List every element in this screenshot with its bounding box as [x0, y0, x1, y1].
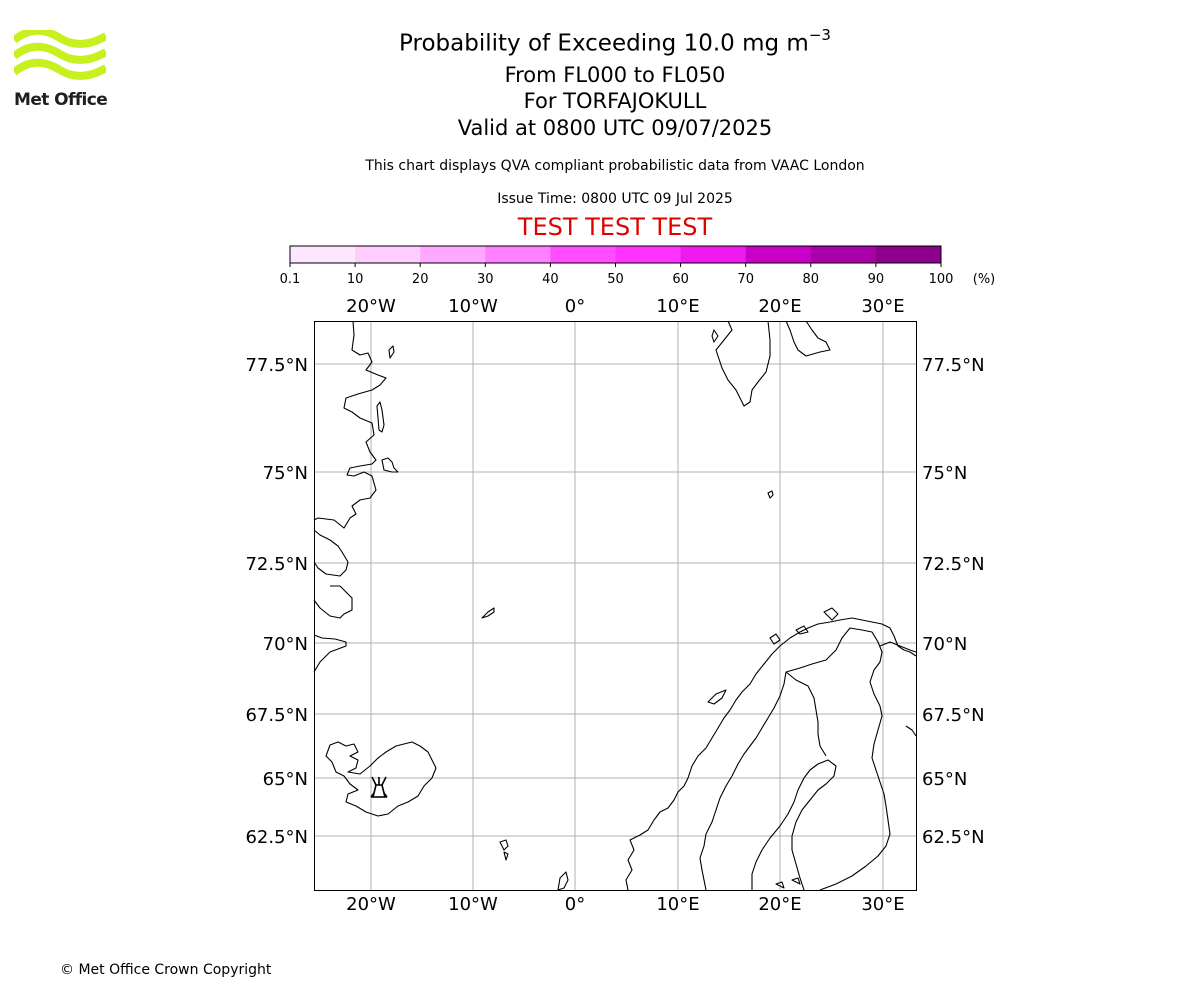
colorbar-swatch [550, 246, 616, 263]
latitude-label: 72.5°N [922, 554, 985, 575]
colorbar-tick-label: 70 [737, 272, 754, 287]
coastline-aland [775, 877, 801, 889]
coastline-svalbard-3 [711, 329, 719, 343]
latitude-label: 62.5°N [245, 827, 308, 848]
colorbar-swatch [745, 246, 812, 263]
longitude-label: 10°E [656, 894, 699, 915]
latitude-label: 72.5°N [245, 554, 308, 575]
longitude-label: 20°E [758, 296, 801, 317]
coastline-faroes [499, 839, 509, 861]
longitude-label: 30°E [861, 296, 904, 317]
colorbar-tick-label: 30 [477, 272, 494, 287]
met-office-logo-text: Met Office [14, 90, 108, 110]
latitude-label: 62.5°N [922, 827, 985, 848]
volcano-name-title: For TORFAJOKULL [523, 89, 707, 113]
volcano-marker-icon [370, 776, 388, 798]
issue-time: Issue Time: 0800 UTC 09 Jul 2025 [497, 191, 733, 207]
map-panel: 20°W 10°W 0° 10°E 20°E 30°E 20°W 10°W 0° 10°E 20°… [245, 296, 985, 915]
test-banner: TEST TEST TEST [517, 213, 713, 241]
map-frame [314, 321, 917, 891]
latitude-label: 75°N [922, 463, 967, 484]
latitude-labels-left: 77.5°N 75°N 72.5°N 70°N 67.5°N 65°N 62.5°N [245, 355, 308, 848]
coastline-greenland [313, 320, 387, 529]
latitude-labels-right: 77.5°N 75°N 72.5°N 70°N 67.5°N 65°N 62.5°N [922, 355, 985, 848]
colorbar-swatch [420, 246, 486, 263]
met-office-logo: Met Office [11, 26, 108, 112]
colorbar-tick-label: 10 [347, 272, 364, 287]
coastline-gulf-of-bothnia [751, 759, 837, 891]
longitude-label: 10°W [448, 894, 498, 915]
coastline-iceland [325, 741, 437, 817]
longitude-label: 20°E [758, 894, 801, 915]
border-finland-russia [819, 715, 891, 891]
longitude-label: 10°E [656, 296, 699, 317]
coastline-norway [625, 617, 917, 891]
coastline-greenland-island-3 [381, 457, 399, 473]
coastline-shetland [557, 871, 569, 891]
border-sweden-finland [785, 671, 827, 757]
chart-title-main: Probability of Exceeding 10.0 mg m [399, 30, 809, 57]
colorbar-swatch [810, 246, 877, 263]
colorbar-tick-label: 80 [803, 272, 820, 287]
border-norway-sweden [699, 671, 787, 891]
map-background [314, 321, 917, 891]
longitude-label: 20°W [346, 894, 396, 915]
coastline-greenland-2 [313, 529, 349, 577]
valid-time: Valid at 0800 UTC 09/07/2025 [457, 116, 773, 140]
coastlines [313, 320, 917, 891]
coastline-svalbard-2 [785, 320, 831, 357]
longitude-label: 10°W [448, 296, 498, 317]
latitude-label: 65°N [922, 769, 967, 790]
coastline-kola [879, 641, 917, 653]
colorbar-swatch [290, 246, 356, 263]
colorbar-tick-label: 20 [412, 272, 429, 287]
longitude-label: 0° [565, 894, 585, 915]
chart-description: This chart displays QVA compliant probab… [365, 158, 865, 174]
coastline-greenland-island [376, 401, 385, 433]
map-gridlines [314, 321, 917, 891]
coastline-greenland-3 [313, 585, 353, 619]
latitude-label: 67.5°N [922, 705, 985, 726]
coastline-greenland-4 [313, 634, 347, 673]
longitude-label: 30°E [861, 894, 904, 915]
longitude-label: 0° [565, 296, 585, 317]
chart-title-exponent: −3 [808, 26, 831, 44]
colorbar-swatch [355, 246, 421, 263]
flight-level-range: From FL000 to FL050 [504, 63, 726, 87]
coastline-bear-island [767, 490, 774, 499]
colorbar-swatch [875, 246, 942, 263]
longitude-labels-top: 20°W 10°W 0° 10°E 20°E 30°E [346, 296, 904, 317]
coastline-jan-mayen [481, 607, 495, 619]
colorbar-tick-label: 100 [929, 272, 954, 287]
longitude-label: 20°W [346, 296, 396, 317]
latitude-label: 77.5°N [245, 355, 308, 376]
colorbar-swatch [485, 246, 551, 263]
colorbar-unit-label: (%) [973, 272, 996, 287]
coastline-north-islands [769, 607, 839, 645]
colorbar-tick-label: 90 [868, 272, 885, 287]
colorbar-swatch [680, 246, 747, 263]
coastline-lofoten [707, 689, 727, 705]
chart-title: Probability of Exceeding 10.0 mg m−3 [0, 26, 1200, 57]
coastline-greenland-island-2 [388, 345, 395, 359]
latitude-label: 65°N [263, 769, 308, 790]
probability-colorbar: 0.1 10 20 30 40 50 60 70 80 90 100 (%) [280, 245, 996, 287]
coastline-svalbard [715, 320, 771, 407]
colorbar-tick-label: 60 [672, 272, 689, 287]
colorbar-swatch [615, 246, 682, 263]
latitude-label: 70°N [263, 634, 308, 655]
met-office-waves-icon [11, 26, 108, 80]
latitude-label: 70°N [922, 634, 967, 655]
colorbar-tick-label: 0.1 [280, 272, 301, 287]
colorbar-tick-label: 50 [607, 272, 624, 287]
coastline-white-sea [905, 725, 917, 737]
longitude-labels-bottom: 20°W 10°W 0° 10°E 20°E 30°E [346, 894, 904, 915]
colorbar-tick-label: 40 [542, 272, 559, 287]
copyright-notice: © Met Office Crown Copyright [60, 962, 272, 978]
latitude-label: 77.5°N [922, 355, 985, 376]
latitude-label: 67.5°N [245, 705, 308, 726]
latitude-label: 75°N [263, 463, 308, 484]
border-norway-finland [785, 627, 883, 717]
